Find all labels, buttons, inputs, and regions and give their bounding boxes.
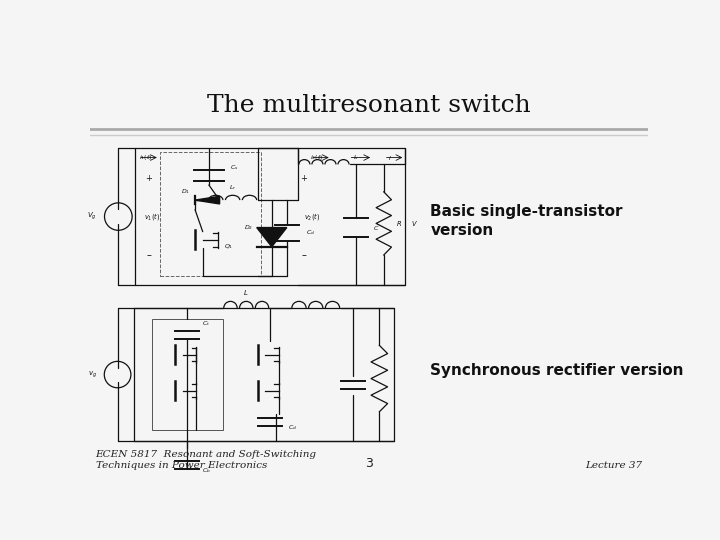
Text: $I$: $I$	[388, 153, 392, 161]
Text: $C_b$: $C_b$	[202, 466, 211, 475]
Text: 3: 3	[365, 457, 373, 470]
Text: ECEN 5817  Resonant and Soft-Switching
Techniques in Power Electronics: ECEN 5817 Resonant and Soft-Switching Te…	[96, 450, 317, 470]
Text: $L$: $L$	[243, 288, 249, 296]
Text: $C_d$: $C_d$	[288, 423, 297, 432]
Bar	[135, 148, 405, 285]
Text: $C_d$: $C_d$	[305, 228, 315, 238]
Text: $D_2$: $D_2$	[244, 223, 253, 232]
Text: $V$: $V$	[411, 219, 418, 228]
Text: The multiresonant switch: The multiresonant switch	[207, 94, 531, 117]
Text: $C_s$: $C_s$	[230, 163, 239, 172]
Text: $L_r$: $L_r$	[229, 183, 236, 192]
Text: $i_1(t)$: $i_1(t)$	[139, 153, 153, 162]
Text: $v_g$: $v_g$	[88, 369, 97, 380]
Text: –: –	[147, 250, 151, 260]
Text: Lecture 37: Lecture 37	[585, 461, 642, 470]
Text: $V_g$: $V_g$	[87, 211, 96, 222]
Bar	[134, 308, 394, 441]
Text: Basic single-transistor
version: Basic single-transistor version	[431, 204, 623, 238]
Polygon shape	[257, 227, 287, 247]
Text: $i_2(t)$: $i_2(t)$	[310, 153, 323, 162]
Text: $D_1$: $D_1$	[181, 187, 190, 197]
Text: $C_t$: $C_t$	[202, 320, 210, 328]
Text: $I_s$: $I_s$	[353, 153, 359, 162]
Text: $R$: $R$	[396, 219, 402, 228]
Polygon shape	[195, 196, 220, 204]
Text: +: +	[145, 174, 153, 183]
Text: Synchronous rectifier version: Synchronous rectifier version	[431, 363, 684, 378]
Bar	[152, 319, 222, 430]
Text: $C$: $C$	[373, 224, 379, 232]
Text: $v_1(t)$: $v_1(t)$	[144, 211, 161, 222]
Text: –: –	[302, 250, 307, 260]
Bar	[160, 152, 261, 275]
Text: $Q_1$: $Q_1$	[224, 242, 233, 251]
Text: +: +	[300, 174, 307, 183]
Text: $v_2(t)$: $v_2(t)$	[304, 211, 320, 222]
